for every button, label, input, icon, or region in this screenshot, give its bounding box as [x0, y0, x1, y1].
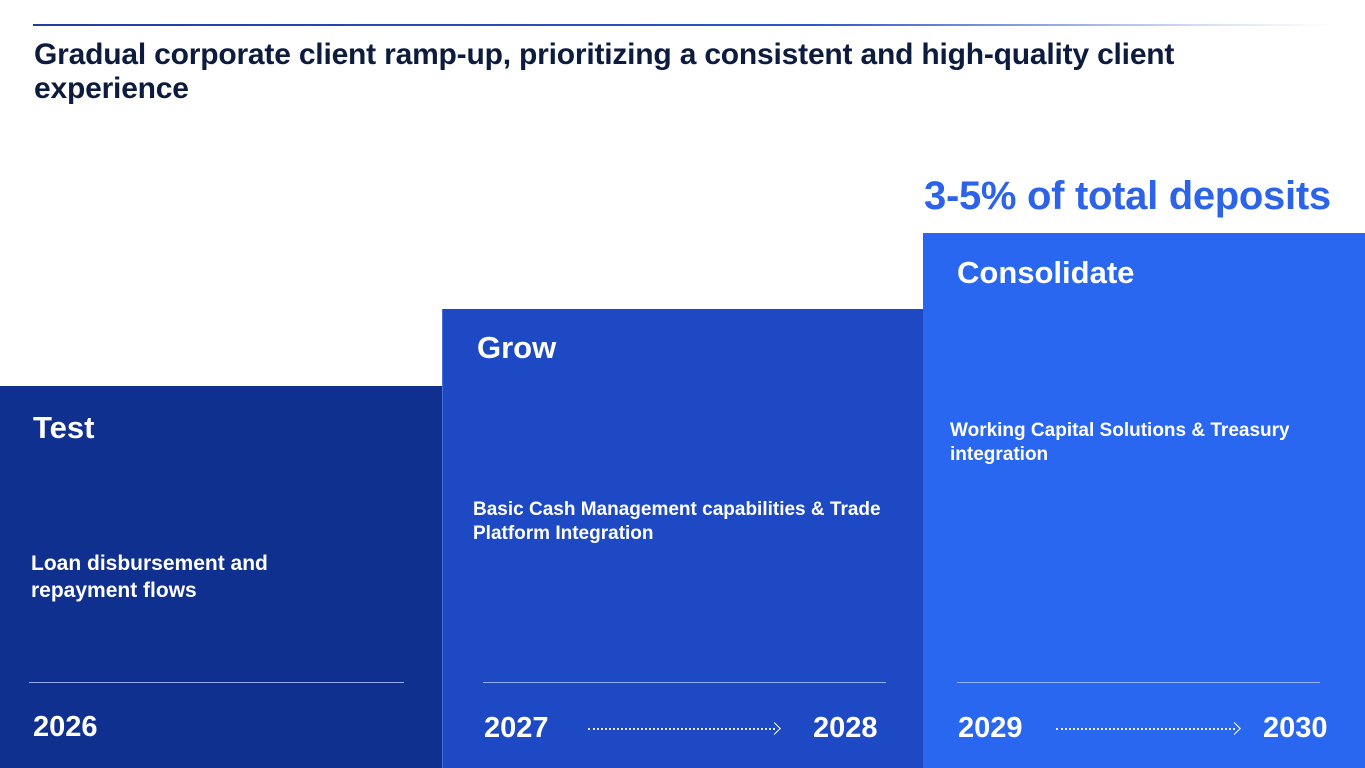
title-prefix: Gradual	[34, 38, 155, 71]
phase-grow-block: Grow Basic Cash Management capabilities …	[442, 309, 923, 768]
phase-consolidate-divider	[957, 682, 1320, 683]
slide-title: Gradual corporate client ramp-up, priori…	[34, 38, 1214, 106]
phase-consolidate-description: Working Capital Solutions & Treasury int…	[950, 420, 1290, 465]
phase-consolidate-year-end: 2030	[1263, 712, 1328, 744]
phase-consolidate-year-start: 2029	[958, 712, 1023, 744]
phase-test-divider	[29, 682, 404, 683]
phase-test-title: Test	[33, 410, 95, 445]
title-suffix: client ramp-up, prioritizing a consisten…	[34, 38, 1175, 105]
phase-grow-year-start: 2027	[484, 712, 549, 744]
title-emphasis: corporate	[154, 38, 291, 71]
phase-consolidate-block: Consolidate Working Capital Solutions & …	[923, 233, 1365, 768]
phase-consolidate-timeline-arrow-icon	[1056, 722, 1241, 736]
phase-consolidate-title: Consolidate	[957, 255, 1135, 290]
phase-grow-title: Grow	[477, 330, 557, 365]
top-rule	[33, 24, 1333, 26]
phase-grow-description: Basic Cash Management capabilities & Tra…	[473, 499, 881, 544]
phase-test-block: Test Loan disbursement and repayment flo…	[0, 386, 442, 768]
deposit-target-label: 3-5% of total deposits	[924, 174, 1331, 218]
phase-grow-year-end: 2028	[813, 712, 878, 744]
phase-grow-divider	[483, 682, 886, 683]
phase-grow-timeline-arrow-icon	[588, 722, 781, 736]
phase-test-year: 2026	[33, 711, 98, 743]
phase-test-description: Loan disbursement and repayment flows	[31, 552, 268, 602]
